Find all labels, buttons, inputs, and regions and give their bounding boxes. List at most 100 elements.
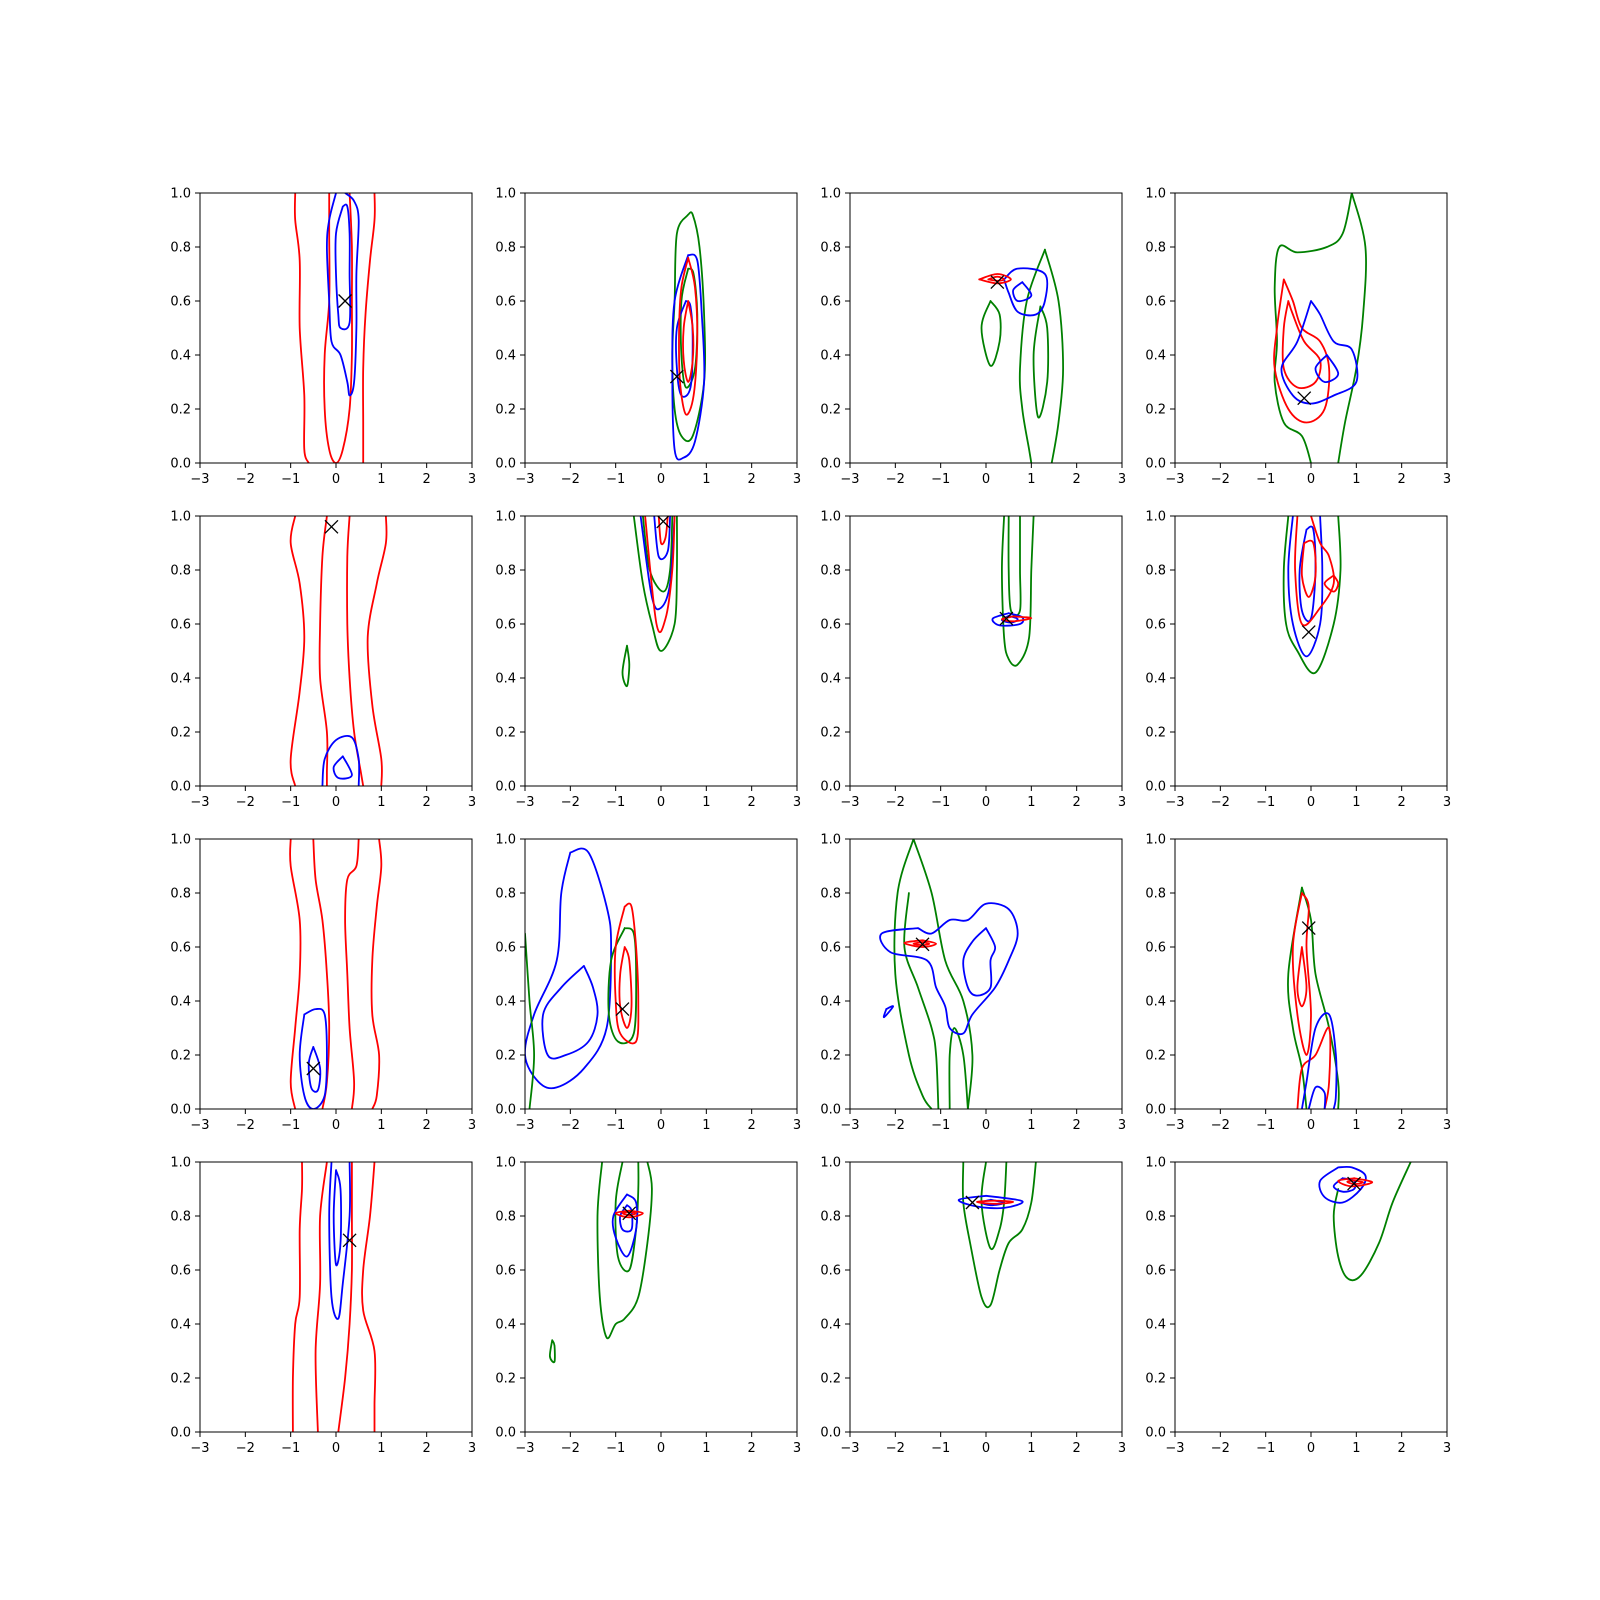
y-tick-label: 1.0 — [495, 510, 516, 525]
contour-green-3 — [903, 892, 940, 1109]
x-tick-label: 3 — [793, 1118, 801, 1133]
y-tick-label: 0.4 — [1145, 1318, 1166, 1333]
y-tick-label: 0.2 — [170, 726, 191, 741]
x-tick-label: 2 — [1073, 1441, 1081, 1456]
contour-green-1 — [961, 1162, 1037, 1309]
y-tick-label: 0.2 — [820, 403, 841, 418]
y-tick-label: 0.2 — [495, 403, 516, 418]
x-tick-label: −3 — [1165, 795, 1184, 810]
contour-green-1 — [1001, 516, 1035, 667]
contour-red-2 — [370, 839, 383, 1109]
x-tick-label: 1 — [1352, 795, 1360, 810]
x-tick-label: −1 — [1256, 1118, 1275, 1133]
contour-blue-5 — [879, 902, 1019, 1036]
contour-green-1 — [1018, 248, 1046, 463]
y-tick-label: 0.6 — [1145, 618, 1166, 633]
plot-area — [293, 193, 376, 463]
x-tick-label: −3 — [515, 472, 534, 487]
y-tick-label: 0.0 — [170, 1103, 191, 1118]
y-tick-label: 0.4 — [820, 672, 841, 687]
x-tick-label: −2 — [561, 472, 580, 487]
x-tick-label: −2 — [561, 1118, 580, 1133]
subplot-11: −3 −2 −1 0 1 2 3 0.0 0.2 0.4 0.6 0.8 1.0 — [820, 833, 1126, 1134]
contour-red-2 — [362, 193, 376, 463]
contour-blue-6 — [332, 1169, 342, 1267]
plot-area — [289, 839, 383, 1109]
contour-red-8 — [903, 939, 937, 948]
subplot-3: −3 −2 −1 0 1 2 3 0.0 0.2 0.4 0.6 0.8 1.0 — [820, 187, 1126, 488]
y-tick-label: 0.4 — [170, 672, 191, 687]
x-marker — [990, 275, 1005, 290]
y-tick-label: 0.6 — [170, 295, 191, 310]
x-tick-label: 1 — [377, 795, 385, 810]
x-tick-label: −3 — [840, 1441, 859, 1456]
contour-blue-1 — [525, 847, 612, 1090]
y-tick-label: 0.8 — [1145, 1210, 1166, 1225]
y-tick-label: 0.4 — [1145, 672, 1166, 687]
x-marker — [965, 1195, 980, 1210]
y-tick-label: 0.6 — [1145, 1264, 1166, 1279]
plot-area — [879, 839, 1019, 1109]
plot-area — [1318, 1162, 1412, 1282]
plot-area — [991, 516, 1035, 667]
contour-red-5 — [1296, 1026, 1332, 1109]
y-tick-label: 0.8 — [495, 1210, 516, 1225]
y-tick-label: 0.6 — [170, 618, 191, 633]
contour-red-5 — [1001, 615, 1033, 623]
x-tick-label: 3 — [1118, 795, 1126, 810]
y-tick-label: 1.0 — [495, 187, 516, 202]
contour-red-4 — [1281, 300, 1322, 390]
x-tick-label: 0 — [982, 1441, 990, 1456]
x-tick-label: 0 — [1307, 472, 1315, 487]
contour-green-1 — [632, 516, 678, 652]
y-tick-label: 0.6 — [1145, 295, 1166, 310]
contour-blue-5 — [328, 1162, 351, 1320]
x-marker — [615, 1002, 630, 1017]
x-tick-label: 3 — [1443, 472, 1451, 487]
axes-frame — [849, 192, 1123, 464]
y-tick-label: 0.6 — [820, 295, 841, 310]
x-tick-label: −3 — [515, 795, 534, 810]
y-tick-label: 0.2 — [1145, 726, 1166, 741]
x-marker — [656, 516, 671, 529]
y-tick-label: 0.8 — [820, 1210, 841, 1225]
plot-area — [291, 1162, 377, 1432]
x-tick-label: −2 — [886, 1118, 905, 1133]
contour-red-4 — [337, 1162, 353, 1432]
y-tick-label: 0.8 — [1145, 887, 1166, 902]
subplot-7: −3 −2 −1 0 1 2 3 0.0 0.2 0.4 0.6 0.8 1.0 — [820, 510, 1126, 811]
x-tick-label: 2 — [1398, 1441, 1406, 1456]
y-tick-label: 0.4 — [170, 1318, 191, 1333]
x-tick-label: 0 — [1307, 1441, 1315, 1456]
x-tick-label: −1 — [606, 795, 625, 810]
contour-red-5 — [614, 1209, 644, 1219]
contour-red-6 — [657, 516, 669, 546]
x-tick-label: −3 — [190, 1118, 209, 1133]
x-tick-label: 3 — [468, 795, 476, 810]
y-tick-label: 0.4 — [1145, 995, 1166, 1010]
contour-blue-6 — [307, 1046, 322, 1093]
contour-blue-5 — [321, 735, 361, 786]
y-tick-label: 1.0 — [170, 833, 191, 848]
contour-green-1 — [671, 211, 707, 443]
x-marker — [669, 369, 684, 384]
y-tick-label: 0.6 — [495, 618, 516, 633]
plot-area — [289, 516, 388, 786]
contour-blue-6 — [1301, 1012, 1338, 1109]
x-tick-label: −1 — [606, 472, 625, 487]
y-tick-label: 1.0 — [495, 833, 516, 848]
y-tick-label: 0.0 — [1145, 457, 1166, 472]
axes-frame — [524, 1161, 798, 1433]
y-tick-label: 0.2 — [820, 1049, 841, 1064]
contour-green-1 — [1282, 516, 1342, 675]
subplot-10: −3 −2 −1 0 1 2 3 0.0 0.2 0.4 0.6 0.8 1.0 — [495, 833, 801, 1134]
y-tick-label: 0.4 — [170, 349, 191, 364]
y-tick-label: 0.8 — [820, 241, 841, 256]
y-tick-label: 0.2 — [170, 1372, 191, 1387]
x-tick-label: −2 — [236, 795, 255, 810]
y-tick-label: 0.0 — [820, 457, 841, 472]
y-tick-label: 0.2 — [495, 726, 516, 741]
contour-blue-4 — [619, 1204, 634, 1233]
x-tick-label: 3 — [468, 472, 476, 487]
